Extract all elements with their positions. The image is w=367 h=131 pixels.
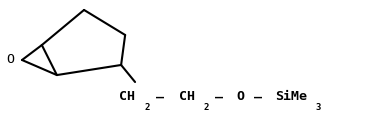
Text: 3: 3	[316, 103, 321, 112]
Text: CH: CH	[179, 90, 195, 103]
Text: —: —	[254, 90, 262, 103]
Text: CH: CH	[119, 90, 135, 103]
Text: 2: 2	[204, 103, 209, 112]
Text: O: O	[6, 53, 14, 67]
Text: 2: 2	[144, 103, 150, 112]
Text: —: —	[156, 90, 164, 103]
Text: —: —	[215, 90, 224, 103]
Text: SiMe: SiMe	[275, 90, 307, 103]
Text: O: O	[237, 90, 245, 103]
